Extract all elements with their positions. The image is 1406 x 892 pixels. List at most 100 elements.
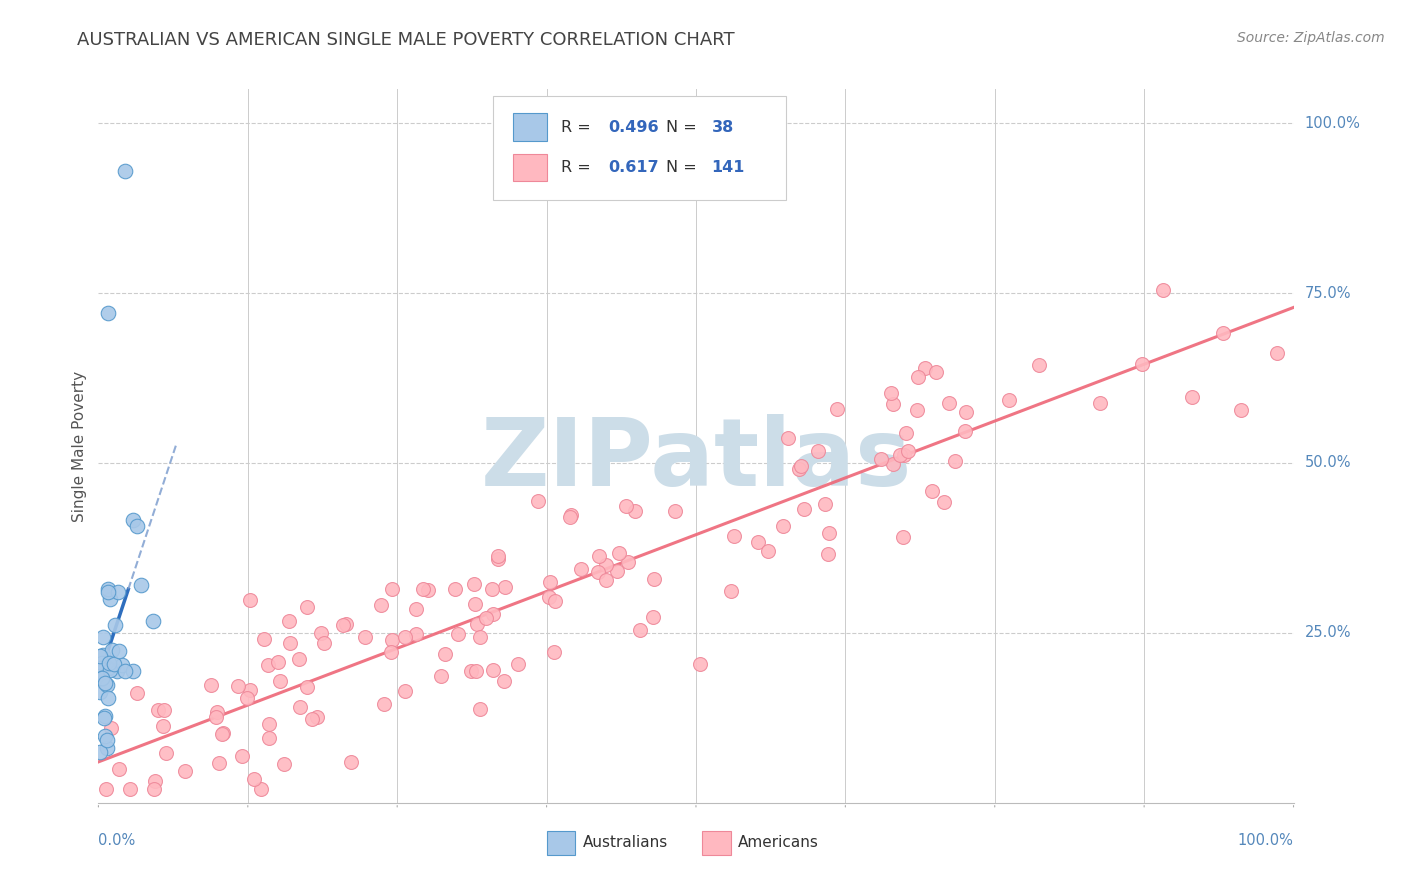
Point (893, 448, 915, 462)
Point (1267, 345, 1289, 359)
Point (257, 731, 280, 745)
Point (893, 530, 915, 544)
Point (560, 508, 582, 522)
Point (955, 424, 977, 438)
Point (776, 431, 799, 445)
Point (789, 459, 811, 474)
Point (772, 518, 794, 533)
Point (1152, 283, 1174, 297)
Point (208, 756, 231, 770)
Point (475, 611, 498, 625)
Point (470, 701, 492, 715)
FancyBboxPatch shape (494, 96, 786, 200)
Text: N =: N = (666, 161, 702, 175)
Point (235, 691, 257, 706)
Point (100, 643, 122, 657)
Point (205, 705, 228, 719)
Point (155, 746, 177, 760)
Point (394, 684, 416, 698)
Point (91, 648, 114, 662)
Point (1130, 357, 1153, 371)
Text: 100.0%: 100.0% (1237, 833, 1294, 848)
Point (107, 585, 129, 599)
Point (131, 577, 153, 591)
Point (460, 664, 482, 678)
Point (108, 762, 131, 776)
Point (595, 558, 617, 573)
Point (588, 549, 610, 563)
Point (290, 700, 312, 714)
Point (142, 614, 165, 628)
Text: Source: ZipAtlas.com: Source: ZipAtlas.com (1237, 31, 1385, 45)
Point (416, 582, 439, 597)
Point (643, 572, 665, 586)
Point (925, 366, 948, 380)
Point (793, 502, 815, 516)
Point (606, 564, 628, 578)
Point (98, 664, 121, 678)
Point (628, 623, 651, 637)
Point (266, 655, 288, 669)
Point (825, 402, 848, 417)
Y-axis label: Single Male Poverty: Single Male Poverty (72, 370, 87, 522)
Point (405, 626, 427, 640)
Point (146, 703, 169, 717)
Point (125, 519, 148, 533)
Point (226, 679, 249, 693)
Point (98, 591, 121, 606)
Point (527, 493, 550, 508)
Text: Americans: Americans (738, 835, 818, 849)
Text: Australians: Australians (582, 835, 668, 849)
Point (97, 306, 120, 320)
Point (307, 710, 329, 724)
Point (664, 504, 686, 518)
Point (492, 674, 515, 689)
Point (380, 645, 402, 659)
Point (239, 592, 262, 607)
Point (89, 661, 111, 675)
Point (394, 630, 416, 644)
Text: R =: R = (561, 120, 596, 135)
Text: 75.0%: 75.0% (1305, 285, 1351, 301)
Point (543, 645, 565, 659)
FancyBboxPatch shape (513, 113, 547, 141)
Point (412, 582, 434, 597)
Point (211, 727, 233, 741)
Point (447, 627, 470, 641)
Text: 141: 141 (711, 161, 745, 175)
Point (486, 549, 509, 563)
Point (955, 405, 977, 419)
Point (250, 782, 273, 797)
Point (1181, 390, 1204, 404)
Point (907, 370, 929, 384)
Text: AUSTRALIAN VS AMERICAN SINGLE MALE POVERTY CORRELATION CHART: AUSTRALIAN VS AMERICAN SINGLE MALE POVER… (77, 31, 735, 49)
Point (253, 632, 276, 647)
Point (494, 580, 516, 594)
Point (444, 582, 467, 596)
Point (1028, 358, 1050, 372)
Point (301, 712, 323, 726)
FancyBboxPatch shape (547, 830, 575, 855)
Point (381, 632, 404, 647)
Point (465, 617, 488, 632)
Point (309, 626, 332, 640)
Point (278, 614, 301, 628)
Point (943, 453, 966, 467)
Point (152, 719, 174, 733)
Point (486, 551, 509, 566)
Point (335, 617, 357, 632)
Point (464, 597, 486, 611)
Point (756, 544, 779, 558)
Point (880, 386, 903, 401)
Point (231, 748, 253, 763)
Point (481, 582, 503, 597)
Point (97, 585, 120, 599)
Point (538, 591, 561, 605)
Point (616, 499, 638, 513)
Point (94, 730, 117, 744)
Point (121, 664, 143, 678)
Point (90, 656, 112, 670)
Point (96, 741, 118, 756)
Point (381, 582, 404, 597)
Point (312, 635, 335, 649)
